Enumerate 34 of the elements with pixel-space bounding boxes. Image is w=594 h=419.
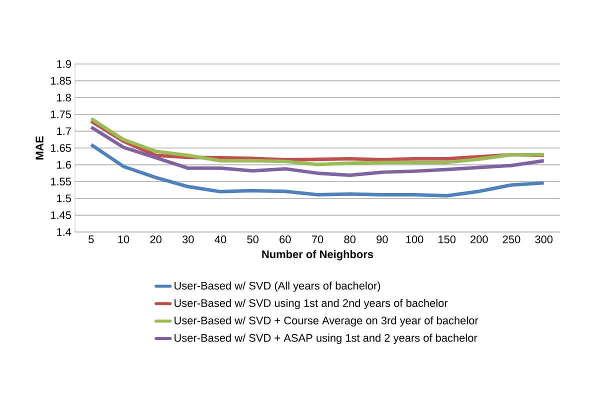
x-tick-label: 40 (214, 236, 226, 244)
x-tick-label: 20 (150, 236, 162, 244)
x-tick-label: 200 (470, 236, 488, 244)
x-axis-title: Number of Neighbors (262, 250, 374, 260)
legend-label: User-Based w/ SVD (All years of bachelor) (174, 282, 380, 292)
y-tick-label: 1.75 (50, 110, 72, 118)
x-tick-label: 60 (280, 236, 291, 244)
x-tick-label: 90 (376, 236, 388, 244)
x-tick-label: 250 (502, 236, 520, 244)
x-tick-label: 300 (535, 236, 553, 244)
y-tick-label: 1.85 (50, 76, 72, 85)
y-tick-label: 1.5 (57, 194, 72, 202)
y-tick-label: 1.45 (50, 211, 72, 220)
x-tick-label: 30 (182, 236, 194, 244)
x-tick-label: 5 (88, 236, 94, 244)
y-tick-label: 1.55 (50, 178, 72, 186)
x-tick-label: 70 (312, 236, 324, 244)
y-tick-label: 1.65 (50, 144, 72, 152)
x-tick-label: 50 (247, 236, 258, 244)
y-axis-title: MAE (36, 136, 44, 160)
x-tick-label: 80 (344, 236, 356, 244)
x-tick-label: 10 (118, 236, 130, 244)
y-tick-label: 1.4 (57, 228, 72, 236)
legend-label: User-Based w/ SVD + ASAP using 1st and 2 years of bachelor (174, 334, 478, 344)
line-series (89, 142, 546, 198)
line-series (89, 125, 546, 177)
legend-label: User-Based w/ SVD using 1st and 2nd years of bachelor (174, 298, 448, 310)
legend-label: User-Based w/ SVD + Course Average on 3rd year of bachelor (174, 316, 478, 327)
y-tick-label: 1.8 (57, 94, 71, 102)
y-tick-label: 1.6 (57, 160, 71, 169)
y-tick-label: 1.9 (57, 60, 71, 68)
x-tick-label: 150 (438, 236, 456, 244)
x-tick-label: 100 (406, 236, 424, 244)
y-tick-label: 1.7 (57, 127, 71, 135)
